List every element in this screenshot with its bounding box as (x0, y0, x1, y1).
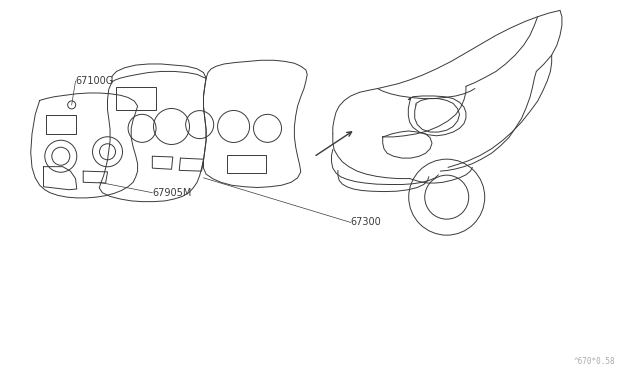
Bar (116, 87, 156, 110)
Text: 67300: 67300 (351, 218, 381, 227)
Text: 67100G: 67100G (76, 76, 114, 86)
Text: ^670*0.58: ^670*0.58 (574, 357, 616, 366)
Bar (227, 155, 266, 173)
Text: 67905M: 67905M (152, 188, 192, 198)
